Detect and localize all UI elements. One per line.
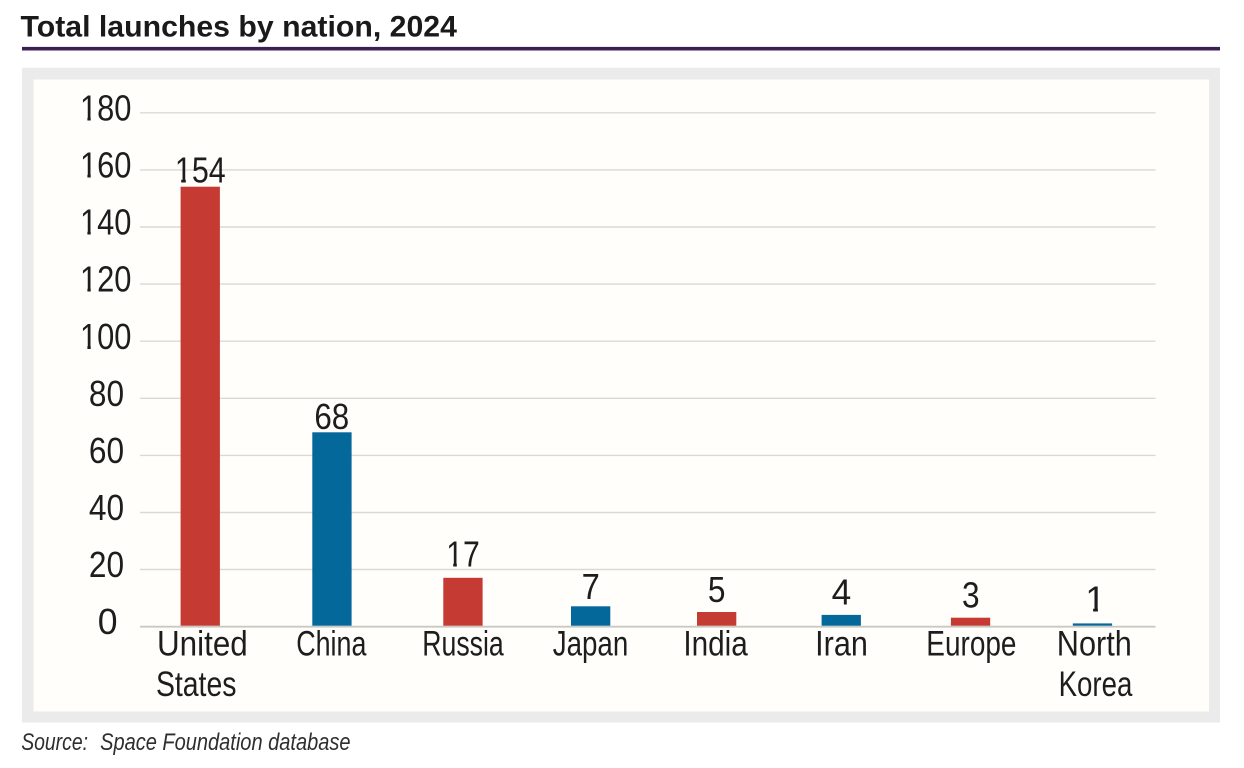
svg-text:China: China [296, 625, 367, 664]
svg-text:United: United [157, 625, 248, 664]
svg-text:3: 3 [962, 574, 980, 615]
svg-text:Source:: Source: [21, 729, 88, 756]
svg-text:40: 40 [89, 487, 124, 528]
svg-text:140: 140 [80, 202, 132, 243]
svg-text:154: 154 [175, 149, 226, 190]
svg-text:160: 160 [80, 145, 132, 186]
svg-text:Iran: Iran [815, 625, 868, 664]
svg-text:India: India [683, 625, 748, 664]
svg-text:Total launches by nation, 2024: Total launches by nation, 2024 [21, 10, 458, 43]
svg-text:North: North [1057, 625, 1132, 664]
svg-text:Space Foundation database: Space Foundation database [100, 729, 350, 756]
svg-text:80: 80 [89, 373, 124, 414]
svg-text:4: 4 [832, 572, 852, 613]
svg-text:Korea: Korea [1059, 665, 1133, 704]
svg-text:100: 100 [80, 316, 132, 357]
svg-text:120: 120 [80, 259, 132, 300]
svg-text:20: 20 [89, 544, 124, 585]
svg-text:68: 68 [314, 396, 349, 437]
svg-text:5: 5 [708, 569, 726, 610]
svg-text:Europe: Europe [926, 625, 1016, 664]
svg-text:States: States [156, 665, 237, 704]
svg-text:Japan: Japan [553, 625, 629, 664]
svg-text:60: 60 [89, 430, 124, 471]
svg-text:0: 0 [98, 601, 118, 642]
svg-text:180: 180 [80, 87, 132, 128]
svg-text:Russia: Russia [422, 625, 504, 664]
svg-text:7: 7 [582, 566, 600, 607]
